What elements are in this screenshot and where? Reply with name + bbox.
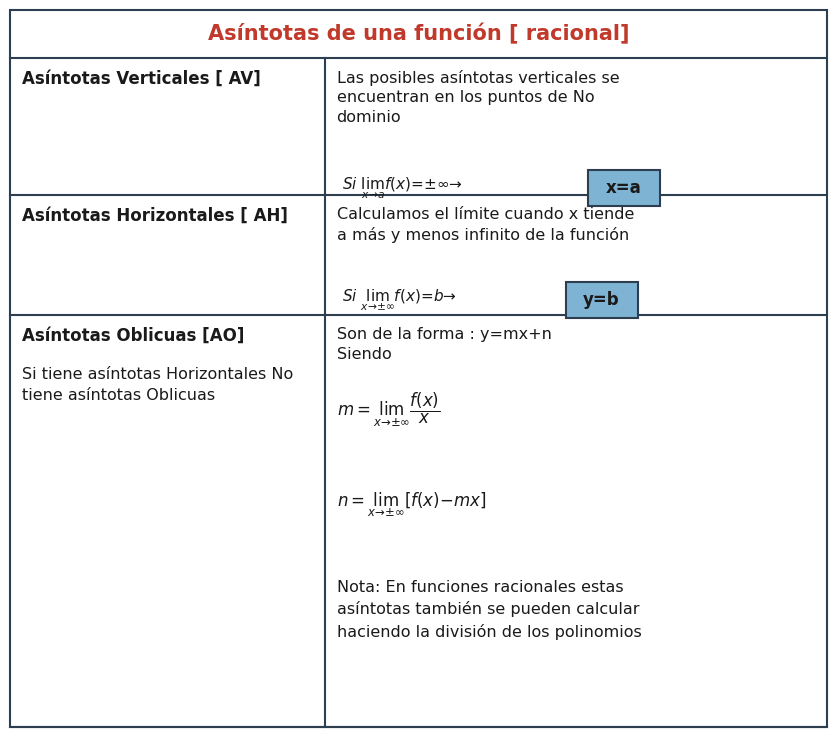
Text: encuentran en los puntos de No: encuentran en los puntos de No	[336, 90, 594, 105]
FancyBboxPatch shape	[587, 170, 659, 206]
Text: $m = \lim_{x \to \pm\infty} \dfrac{f(x)}{x}$: $m = \lim_{x \to \pm\infty} \dfrac{f(x)}…	[336, 391, 440, 429]
Text: $Si\ \lim_{x \to a} f(x) = \pm\infty \rightarrow$: $Si\ \lim_{x \to a} f(x) = \pm\infty \ri…	[341, 175, 461, 200]
Text: a más y menos infinito de la función: a más y menos infinito de la función	[336, 227, 628, 243]
Text: Asíntotas Verticales [ AV]: Asíntotas Verticales [ AV]	[22, 70, 261, 88]
Text: Asíntotas Horizontales [ AH]: Asíntotas Horizontales [ AH]	[22, 207, 288, 225]
Text: $n = \lim_{x \to \pm\infty} [f(x) - mx]$: $n = \lim_{x \to \pm\infty} [f(x) - mx]$	[336, 490, 485, 520]
Text: Son de la forma : y=mx+n: Son de la forma : y=mx+n	[336, 327, 551, 342]
Text: Asíntotas de una función [ racional]: Asíntotas de una función [ racional]	[207, 24, 629, 44]
Text: Siendo: Siendo	[336, 347, 390, 362]
Text: $Si\ \lim_{x \to \pm\infty} f(x) = b \rightarrow$: $Si\ \lim_{x \to \pm\infty} f(x) = b \ri…	[341, 287, 456, 313]
Text: y=b: y=b	[583, 291, 619, 309]
FancyBboxPatch shape	[565, 282, 637, 318]
Text: Las posibles asíntotas verticales se: Las posibles asíntotas verticales se	[336, 70, 619, 86]
Text: Calculamos el límite cuando x tiende: Calculamos el límite cuando x tiende	[336, 207, 633, 222]
Text: Nota: En funciones racionales estas
asíntotas también se pueden calcular
haciend: Nota: En funciones racionales estas asín…	[336, 580, 640, 640]
Text: Asíntotas Oblicuas [AO]: Asíntotas Oblicuas [AO]	[22, 327, 244, 345]
Text: x=a: x=a	[605, 179, 640, 197]
Text: Si tiene asíntotas Horizontales No
tiene asíntotas Oblicuas: Si tiene asíntotas Horizontales No tiene…	[22, 367, 293, 403]
Text: dominio: dominio	[336, 110, 400, 125]
